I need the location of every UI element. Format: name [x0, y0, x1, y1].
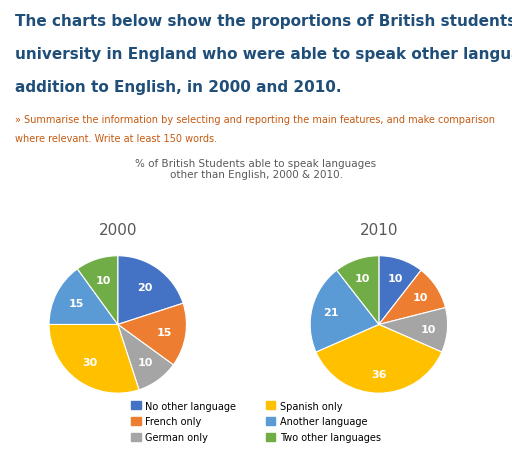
- Text: 10: 10: [420, 324, 436, 334]
- Legend: No other language, French only, German only, Spanish only, Another language, Two: No other language, French only, German o…: [127, 397, 385, 446]
- Title: 2000: 2000: [98, 223, 137, 238]
- Text: where relevant. Write at least 150 words.: where relevant. Write at least 150 words…: [15, 133, 218, 143]
- Text: addition to English, in 2000 and 2010.: addition to English, in 2000 and 2010.: [15, 79, 342, 94]
- Text: 36: 36: [371, 369, 387, 379]
- Text: 30: 30: [82, 358, 98, 368]
- Text: The charts below show the proportions of British students at one: The charts below show the proportions of…: [15, 14, 512, 28]
- Text: 10: 10: [387, 273, 402, 283]
- Wedge shape: [310, 271, 379, 352]
- Wedge shape: [118, 304, 186, 365]
- Text: 10: 10: [355, 273, 371, 283]
- Wedge shape: [77, 256, 118, 325]
- Wedge shape: [337, 256, 379, 325]
- Wedge shape: [379, 308, 447, 352]
- Wedge shape: [118, 325, 174, 390]
- Wedge shape: [118, 256, 183, 325]
- Wedge shape: [49, 325, 139, 393]
- Wedge shape: [379, 256, 421, 325]
- Wedge shape: [379, 271, 445, 325]
- Text: 15: 15: [69, 299, 84, 308]
- Text: university in England who were able to speak other languages in: university in England who were able to s…: [15, 46, 512, 61]
- Text: 21: 21: [323, 308, 338, 318]
- Text: 15: 15: [156, 327, 172, 337]
- Text: 10: 10: [138, 358, 153, 368]
- Text: 10: 10: [96, 276, 111, 285]
- Text: % of British Students able to speak languages
other than English, 2000 & 2010.: % of British Students able to speak lang…: [136, 158, 376, 180]
- Wedge shape: [49, 269, 118, 325]
- Wedge shape: [316, 325, 442, 393]
- Text: 10: 10: [413, 293, 428, 303]
- Text: 20: 20: [138, 282, 153, 292]
- Title: 2010: 2010: [359, 223, 398, 238]
- Text: » Summarise the information by selecting and reporting the main features, and ma: » Summarise the information by selecting…: [15, 115, 496, 124]
